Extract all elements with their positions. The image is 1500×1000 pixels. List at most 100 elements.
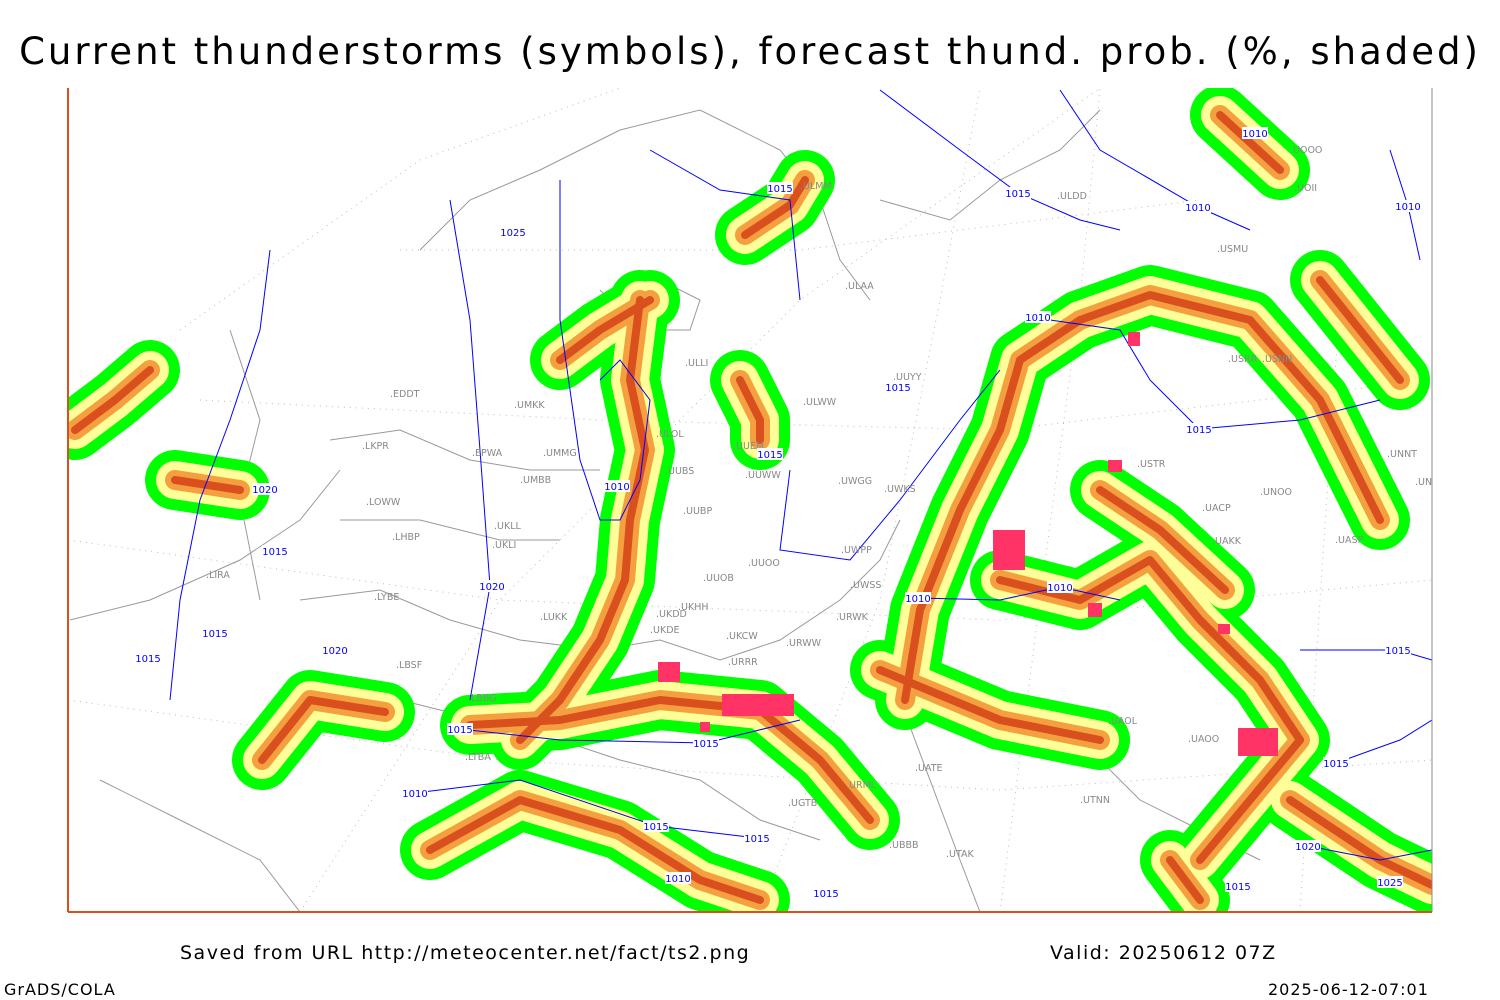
isobar-label: 1010	[604, 482, 629, 493]
prob-band-max	[1096, 486, 1229, 594]
station-label: .LUKK	[540, 612, 568, 623]
isobar-label: 1015	[767, 184, 792, 195]
isobars	[169, 89, 1432, 861]
software-credit: GrADS/COLA	[4, 980, 116, 999]
generated-timestamp: 2025-06-12-07:01	[1268, 980, 1429, 999]
station-label: .UMMG	[543, 448, 577, 459]
station-label: .UACP	[1202, 503, 1231, 514]
isobar-line	[1059, 89, 1251, 231]
station-label: .UNBB	[1415, 477, 1445, 488]
station-label: .LOWW	[366, 497, 401, 508]
isobar-label: 1020	[479, 582, 504, 593]
isobar-line	[917, 586, 1121, 601]
isobar-line	[1307, 845, 1432, 861]
valid-time-text: Valid: 20250612 07Z	[1050, 942, 1277, 964]
prob-band-max	[71, 366, 154, 434]
isobar-label: 1010	[1025, 313, 1050, 324]
prob-band-max	[876, 666, 1104, 744]
isobar-label-bg	[447, 723, 473, 735]
station-label: .UAOL	[1108, 716, 1138, 727]
prob-band-max	[466, 696, 874, 824]
isobar-label-bg	[402, 787, 428, 799]
station-label: .UOOO	[1290, 145, 1322, 156]
coastline	[419, 109, 871, 301]
station-label: .UKCW	[726, 631, 758, 642]
isobar-label-bg	[643, 820, 669, 832]
station-label: .ULWW	[803, 397, 837, 408]
station-label: .UMKK	[514, 400, 545, 411]
isobar-label-bg	[500, 226, 526, 238]
station-label: .LKPR	[362, 441, 389, 452]
coastline	[299, 519, 901, 661]
station-label: .ULOL	[656, 429, 684, 440]
station-label: .URML	[846, 780, 877, 791]
isobar-line	[169, 249, 271, 701]
coastline	[99, 779, 301, 912]
isobar-label: 1015	[744, 834, 769, 845]
isobar-label-bg	[885, 381, 911, 393]
isobar-label: 1015	[262, 547, 287, 558]
station-label: .UWSS	[850, 580, 881, 591]
isobar-label-bg	[604, 480, 630, 492]
isobar-label: 1020	[322, 646, 347, 657]
coastline	[340, 519, 560, 541]
isobar-line	[449, 199, 491, 701]
isobar-label: 1015	[643, 822, 668, 833]
coastline	[329, 429, 600, 471]
isobar-label: 1015	[135, 654, 160, 665]
station-label: .ULLI	[685, 358, 708, 369]
station-label: .URWK	[836, 612, 869, 623]
station-label: .LIRA	[206, 570, 230, 581]
prob-band-max	[996, 556, 1304, 864]
isobar-label: 1020	[252, 485, 277, 496]
station-label: .UATE	[915, 763, 943, 774]
isobar-line	[414, 779, 758, 839]
graticule-line	[1299, 299, 1341, 912]
isobar-label: 1010	[1185, 203, 1210, 214]
station-label: .UAKK	[1212, 536, 1242, 547]
station-label: .UKDD	[656, 609, 687, 620]
station-label: .LBSF	[396, 660, 422, 671]
thunderstorm-symbol	[700, 722, 710, 732]
isobar-label: 1010	[905, 594, 930, 605]
station-label: .UOII	[1294, 183, 1317, 194]
isobar-label-bg	[1295, 840, 1321, 852]
prob-band-max	[901, 291, 1384, 704]
station-label: .LHBP	[392, 532, 420, 543]
station-label: .USRR	[1228, 354, 1258, 365]
thunderstorm-probability-shading	[68, 88, 1432, 912]
isobar-label-bg	[1185, 201, 1211, 213]
isobar-label: 1025	[1377, 878, 1402, 889]
isobar-label-bg	[1047, 581, 1073, 593]
isobar-label: 1015	[813, 889, 838, 900]
isobar-label-bg	[693, 737, 719, 749]
station-label: .UTNN	[1080, 795, 1110, 806]
current-thunderstorm-symbols	[658, 332, 1278, 756]
thunderstorm-symbol	[722, 694, 794, 716]
isobar-label-bg	[1005, 187, 1031, 199]
isobar-label: 1010	[1047, 583, 1072, 594]
coastline	[879, 109, 1101, 221]
station-label: .ULMM	[800, 181, 832, 192]
isobar-label: 1015	[447, 725, 472, 736]
station-label: .UNOO	[1260, 487, 1292, 498]
isobar-label-bg	[744, 832, 770, 844]
prob-band-max	[736, 376, 764, 444]
isobar-label-bg	[1323, 757, 1349, 769]
isobar-label-bg	[767, 182, 793, 194]
isobar-label: 1015	[202, 629, 227, 640]
station-label: .EDDT	[390, 389, 420, 400]
isobar-line	[649, 149, 801, 301]
station-label: .UWPP	[841, 545, 872, 556]
isobar-line	[879, 89, 1121, 231]
isobar-line	[1049, 319, 1381, 430]
station-label: .UMBB	[520, 475, 551, 486]
station-label: .UUOO	[748, 558, 780, 569]
isobar-label-bg	[252, 483, 278, 495]
isobar-line	[559, 180, 651, 521]
prob-band-max	[258, 696, 389, 764]
isobar-label: 1015	[1005, 189, 1030, 200]
prob-band-max	[1216, 111, 1284, 174]
isobar-label: 1015	[757, 450, 782, 461]
graticule-line	[179, 88, 621, 331]
